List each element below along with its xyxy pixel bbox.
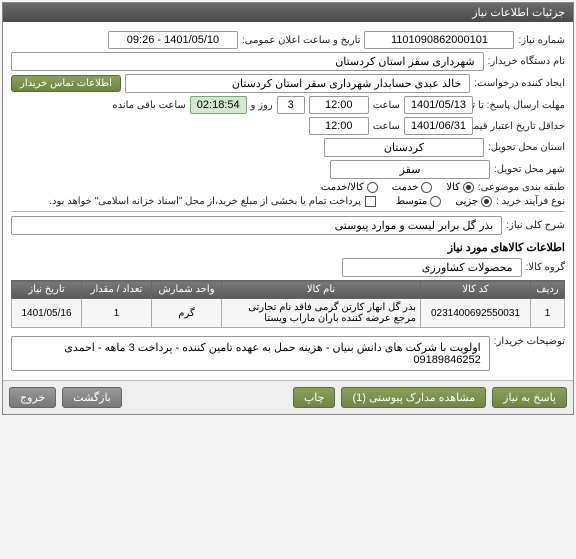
radio-small[interactable]: جزیی <box>455 196 492 207</box>
time-label-2: ساعت <box>373 121 400 132</box>
back-button[interactable]: بازگشت <box>62 387 122 408</box>
th-code: کد کالا <box>421 281 531 299</box>
table-header-row: ردیف کد کالا نام کالا واحد شمارش تعداد /… <box>12 281 565 299</box>
reply-button[interactable]: پاسخ به نیاز <box>492 387 567 408</box>
exit-button[interactable]: خروج <box>9 387 56 408</box>
creator-label: ایجاد کننده درخواست: <box>474 78 565 89</box>
radio-both[interactable]: کالا/خدمت <box>321 182 378 193</box>
province-value: کردستان <box>324 138 484 157</box>
radio-dot-icon <box>481 196 492 207</box>
deadline-date: 1401/05/13 <box>404 96 473 114</box>
announce-label: تاریخ و ساعت اعلان عمومی: <box>242 35 361 46</box>
need-details-panel: جزئیات اطلاعات نیاز شماره نیاز: 11010908… <box>2 2 574 415</box>
need-no-label: شماره نیاز: <box>518 35 565 46</box>
radio-dot-icon <box>421 182 432 193</box>
th-qty: تعداد / مقدار <box>82 281 152 299</box>
province-label: استان محل تحویل: <box>488 142 565 153</box>
days-value: 3 <box>277 96 305 114</box>
contact-button[interactable]: اطلاعات تماس خریدار <box>11 75 121 92</box>
group-label: گروه کالا: <box>526 262 565 273</box>
th-unit: واحد شمارش <box>152 281 222 299</box>
th-row: ردیف <box>531 281 565 299</box>
button-bar: پاسخ به نیاز مشاهده مدارک پیوستی (1) چاپ… <box>3 380 573 414</box>
items-table: ردیف کد کالا نام کالا واحد شمارش تعداد /… <box>11 280 565 328</box>
city-value: سقز <box>330 160 490 179</box>
separator <box>11 211 565 212</box>
desc-label: شرح کلی نیاز: <box>506 220 565 231</box>
deadline-label: مهلت ارسال پاسخ: تا تاریخ: <box>477 100 565 111</box>
cell-qty: 1 <box>82 299 152 328</box>
radio-medium[interactable]: متوسط <box>396 196 441 207</box>
radio-service[interactable]: خدمت <box>392 182 433 193</box>
checkbox-icon <box>365 196 376 207</box>
radio-dot-icon <box>463 182 474 193</box>
category-label: طبقه بندی موضوعی: <box>478 182 565 193</box>
items-section-title: اطلاعات کالاهای مورد نیاز <box>11 241 565 254</box>
radio-dot-icon <box>430 196 441 207</box>
buyer-label: نام دستگاه خریدار: <box>488 56 565 67</box>
print-button[interactable]: چاپ <box>293 387 336 408</box>
group-value: محصولات کشاورزی <box>342 258 522 277</box>
cell-code: 0231400692550031 <box>421 299 531 328</box>
need-no-value: 1101090862000101 <box>364 31 514 49</box>
buy-type-label: نوع فرآیند خرید : <box>496 196 565 207</box>
desc-value: بذر گل برابر لیست و موارد پیوستی <box>11 216 502 235</box>
radio-goods[interactable]: کالا <box>446 182 474 193</box>
explain-label: توضیحات خریدار: <box>494 336 565 347</box>
creator-value: خالد عبدی حسابدار شهرداری سقز استان کردس… <box>125 74 470 93</box>
announce-value: 1401/05/10 - 09:26 <box>108 31 238 49</box>
countdown-timer: 02:18:54 <box>190 96 247 114</box>
th-name: نام کالا <box>222 281 421 299</box>
valid-label: حداقل تاریخ اعتبار قیمت: تا تاریخ: <box>477 121 565 132</box>
treasury-checkbox[interactable]: پرداخت تمام یا بخشی از مبلغ خرید،از محل … <box>49 196 376 207</box>
remain-label: ساعت باقی مانده <box>112 100 185 111</box>
cell-unit: گرم <box>152 299 222 328</box>
valid-date: 1401/06/31 <box>404 117 473 135</box>
time-label-1: ساعت <box>373 100 400 111</box>
buyer-value: شهرداری سقز استان کردستان <box>11 52 484 71</box>
category-radio-group: کالا خدمت کالا/خدمت <box>321 182 474 193</box>
explain-value: اولویت با شرکت های دانش بنیان - هزینه حم… <box>11 336 490 371</box>
deadline-time: 12:00 <box>309 96 369 114</box>
city-label: شهر محل تحویل: <box>494 164 565 175</box>
th-date: تاریخ نیاز <box>12 281 82 299</box>
radio-dot-icon <box>367 182 378 193</box>
buy-type-radio-group: جزیی متوسط <box>396 196 492 207</box>
cell-date: 1401/05/16 <box>12 299 82 328</box>
cell-row: 1 <box>531 299 565 328</box>
valid-time: 12:00 <box>309 117 369 135</box>
attachments-button[interactable]: مشاهده مدارک پیوستی (1) <box>341 387 486 408</box>
panel-title: جزئیات اطلاعات نیاز <box>3 3 573 22</box>
table-row[interactable]: 1 0231400692550031 بذر گل انهار کارتن گر… <box>12 299 565 328</box>
day-label: روز و <box>251 100 273 111</box>
cell-name: بذر گل انهار کارتن گرمی فاقد نام تجارتی … <box>222 299 421 328</box>
panel-body: شماره نیاز: 1101090862000101 تاریخ و ساع… <box>3 22 573 380</box>
